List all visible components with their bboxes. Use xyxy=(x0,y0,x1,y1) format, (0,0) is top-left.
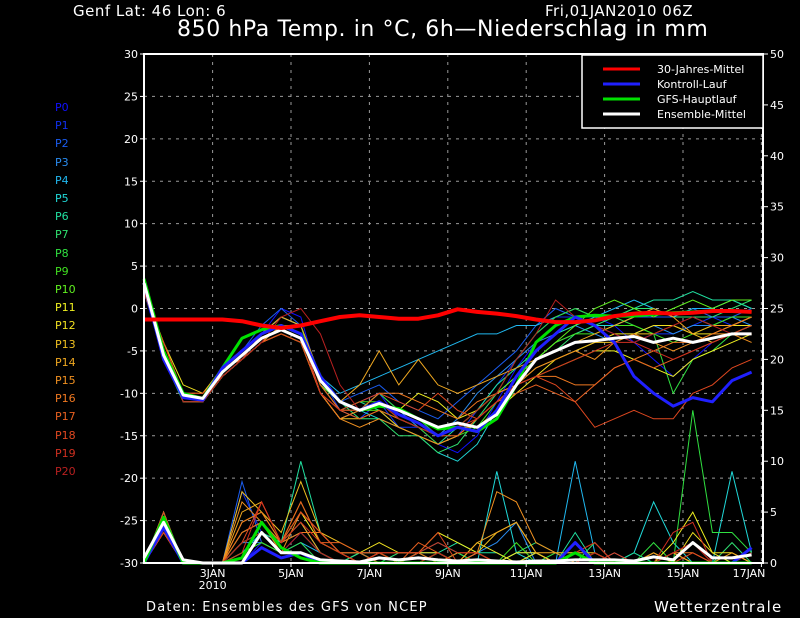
legend-label: GFS-Hauptlauf xyxy=(657,93,738,106)
data-source-label: Daten: Ensembles des GFS von NCEP xyxy=(146,600,428,615)
right-tick-label: 35 xyxy=(770,201,784,214)
right-tick-label: 5 xyxy=(770,506,777,519)
left-tick-label: -30 xyxy=(120,557,138,570)
right-tick-label: 50 xyxy=(770,48,784,61)
member-label: P9 xyxy=(55,264,69,278)
member-temp-lines xyxy=(143,282,752,462)
x-tick-label: 7JAN xyxy=(356,567,382,580)
run-date-label: Fri,01JAN2010 06Z xyxy=(545,2,694,20)
brand-label: Wetterzentrale xyxy=(654,598,783,616)
series-30-jahres-mittel xyxy=(144,307,752,330)
left-tick-label: 30 xyxy=(124,48,138,61)
right-tick-label: 15 xyxy=(770,404,784,417)
legend: 30-Jahres-Mittel Kontroll-Lauf GFS-Hauptla… xyxy=(581,54,764,129)
member-label: P19 xyxy=(55,446,76,460)
left-tick-label: -10 xyxy=(120,387,138,400)
grid xyxy=(144,54,763,563)
left-tick-label: 20 xyxy=(124,133,138,146)
member-label: P0 xyxy=(55,101,69,114)
x-tick-label: 3JAN xyxy=(200,567,226,580)
legend-label: 30-Jahres-Mittel xyxy=(657,63,744,76)
legend-label: Kontroll-Lauf xyxy=(657,78,728,91)
series-kontroll-lauf xyxy=(142,282,753,438)
member-label: P20 xyxy=(55,465,76,478)
member-label: P7 xyxy=(55,228,69,242)
member-label: P16 xyxy=(55,392,76,406)
member-label: P17 xyxy=(55,410,76,424)
x-tick-sublabel: 2010 xyxy=(199,579,227,592)
left-tick-label: -15 xyxy=(120,430,138,443)
member-temp-line-P15 xyxy=(143,282,752,445)
right-tick-label: 40 xyxy=(770,150,784,163)
member-temp-line-P6 xyxy=(143,282,752,445)
x-tick-label: 5JAN xyxy=(278,567,304,580)
right-tick-label: 0 xyxy=(770,557,777,570)
x-tick-label: 17JAN xyxy=(733,567,766,580)
member-label: P8 xyxy=(55,246,69,260)
left-axis: 30 25 20 15 10 5 0 -5 -10 -15 -20 -25 -30 xyxy=(120,48,144,570)
left-tick-label: 25 xyxy=(124,90,138,103)
left-tick-label: 10 xyxy=(124,218,138,231)
legend-label: Ensemble-Mittel xyxy=(657,108,746,121)
member-label: P4 xyxy=(55,173,69,187)
member-label: P3 xyxy=(55,155,69,169)
member-label: P6 xyxy=(55,210,69,224)
member-label: P10 xyxy=(55,283,76,296)
x-tick-label: 13JAN xyxy=(588,567,621,580)
series-ensemble-mittel xyxy=(142,282,752,429)
member-label: P15 xyxy=(55,374,76,387)
member-label: P11 xyxy=(55,301,76,315)
right-tick-label: 10 xyxy=(770,455,784,468)
left-tick-label: -5 xyxy=(127,345,138,358)
right-tick-label: 25 xyxy=(770,303,784,316)
member-label: P13 xyxy=(55,337,76,351)
left-tick-label: -25 xyxy=(120,515,138,528)
location-label: Genf Lat: 46 Lon: 6 xyxy=(73,2,227,20)
member-temp-line-P13 xyxy=(143,282,752,445)
x-tick-label: 9JAN xyxy=(435,567,461,580)
series-ensemble-mittel-niederschlag xyxy=(142,520,752,565)
member-label: P5 xyxy=(55,192,69,205)
member-temp-line-P17 xyxy=(143,282,752,437)
member-label: P12 xyxy=(55,319,76,333)
legend-box xyxy=(581,54,764,129)
left-tick-label: 5 xyxy=(131,260,138,273)
member-label: P2 xyxy=(55,137,69,151)
x-tick-label: 11JAN xyxy=(510,567,543,580)
right-tick-label: 20 xyxy=(770,353,784,366)
x-tick-label: 15JAN xyxy=(667,567,700,580)
member-label: P1 xyxy=(55,119,69,133)
left-tick-label: 15 xyxy=(124,175,138,188)
chart-title: 850 hPa Temp. in °C, 6h—Niederschlag in … xyxy=(177,17,709,42)
member-label: P18 xyxy=(55,428,76,442)
member-label: P14 xyxy=(55,355,76,369)
right-tick-label: 30 xyxy=(770,252,784,265)
left-tick-label: -20 xyxy=(120,472,138,485)
right-tick-label: 45 xyxy=(770,99,784,112)
left-tick-label: 0 xyxy=(131,303,138,316)
